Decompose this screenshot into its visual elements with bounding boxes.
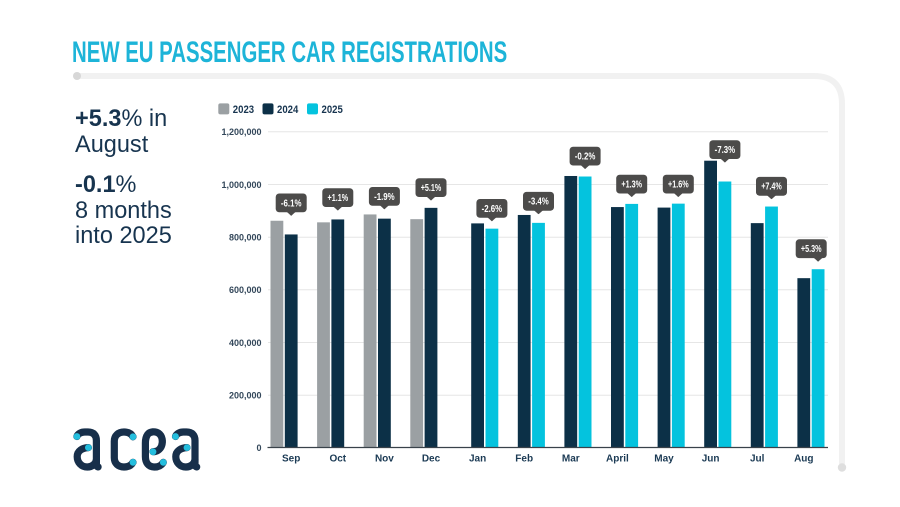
svg-text:2023: 2023 [233, 104, 254, 116]
svg-text:+7.4%: +7.4% [761, 182, 782, 193]
svg-text:-2.6%: -2.6% [482, 204, 503, 215]
svg-text:Sep: Sep [282, 454, 300, 465]
svg-text:-6.1%: -6.1% [281, 198, 302, 209]
svg-text:0: 0 [256, 443, 261, 453]
svg-text:Jun: Jun [702, 454, 720, 465]
svg-text:+5.1%: +5.1% [421, 183, 442, 194]
svg-text:+1.3%: +1.3% [621, 180, 642, 191]
svg-text:April: April [606, 454, 629, 465]
svg-text:-7.3%: -7.3% [715, 145, 736, 156]
svg-text:400,000: 400,000 [229, 338, 262, 348]
svg-text:+1.1%: +1.1% [328, 193, 349, 204]
svg-text:Dec: Dec [422, 454, 441, 465]
svg-text:600,000: 600,000 [229, 285, 262, 295]
svg-text:-0.2%: -0.2% [575, 152, 596, 163]
svg-text:Oct: Oct [329, 454, 346, 465]
svg-text:-3.4%: -3.4% [528, 197, 549, 208]
svg-text:May: May [654, 454, 674, 465]
svg-text:+1.6%: +1.6% [668, 180, 689, 191]
svg-text:1,000,000: 1,000,000 [221, 180, 261, 190]
svg-text:Feb: Feb [515, 454, 533, 465]
svg-text:200,000: 200,000 [229, 391, 262, 401]
svg-text:2025: 2025 [322, 104, 343, 116]
svg-text:Jan: Jan [469, 454, 486, 465]
svg-text:800,000: 800,000 [229, 233, 262, 243]
svg-text:+5.3%: +5.3% [801, 244, 822, 255]
svg-text:2024: 2024 [277, 104, 298, 116]
svg-text:Mar: Mar [562, 454, 580, 465]
svg-text:Nov: Nov [375, 454, 394, 465]
svg-text:Aug: Aug [794, 454, 813, 465]
svg-text:-1.9%: -1.9% [374, 192, 395, 203]
svg-text:1,200,000: 1,200,000 [221, 127, 261, 137]
svg-text:Jul: Jul [750, 454, 765, 465]
